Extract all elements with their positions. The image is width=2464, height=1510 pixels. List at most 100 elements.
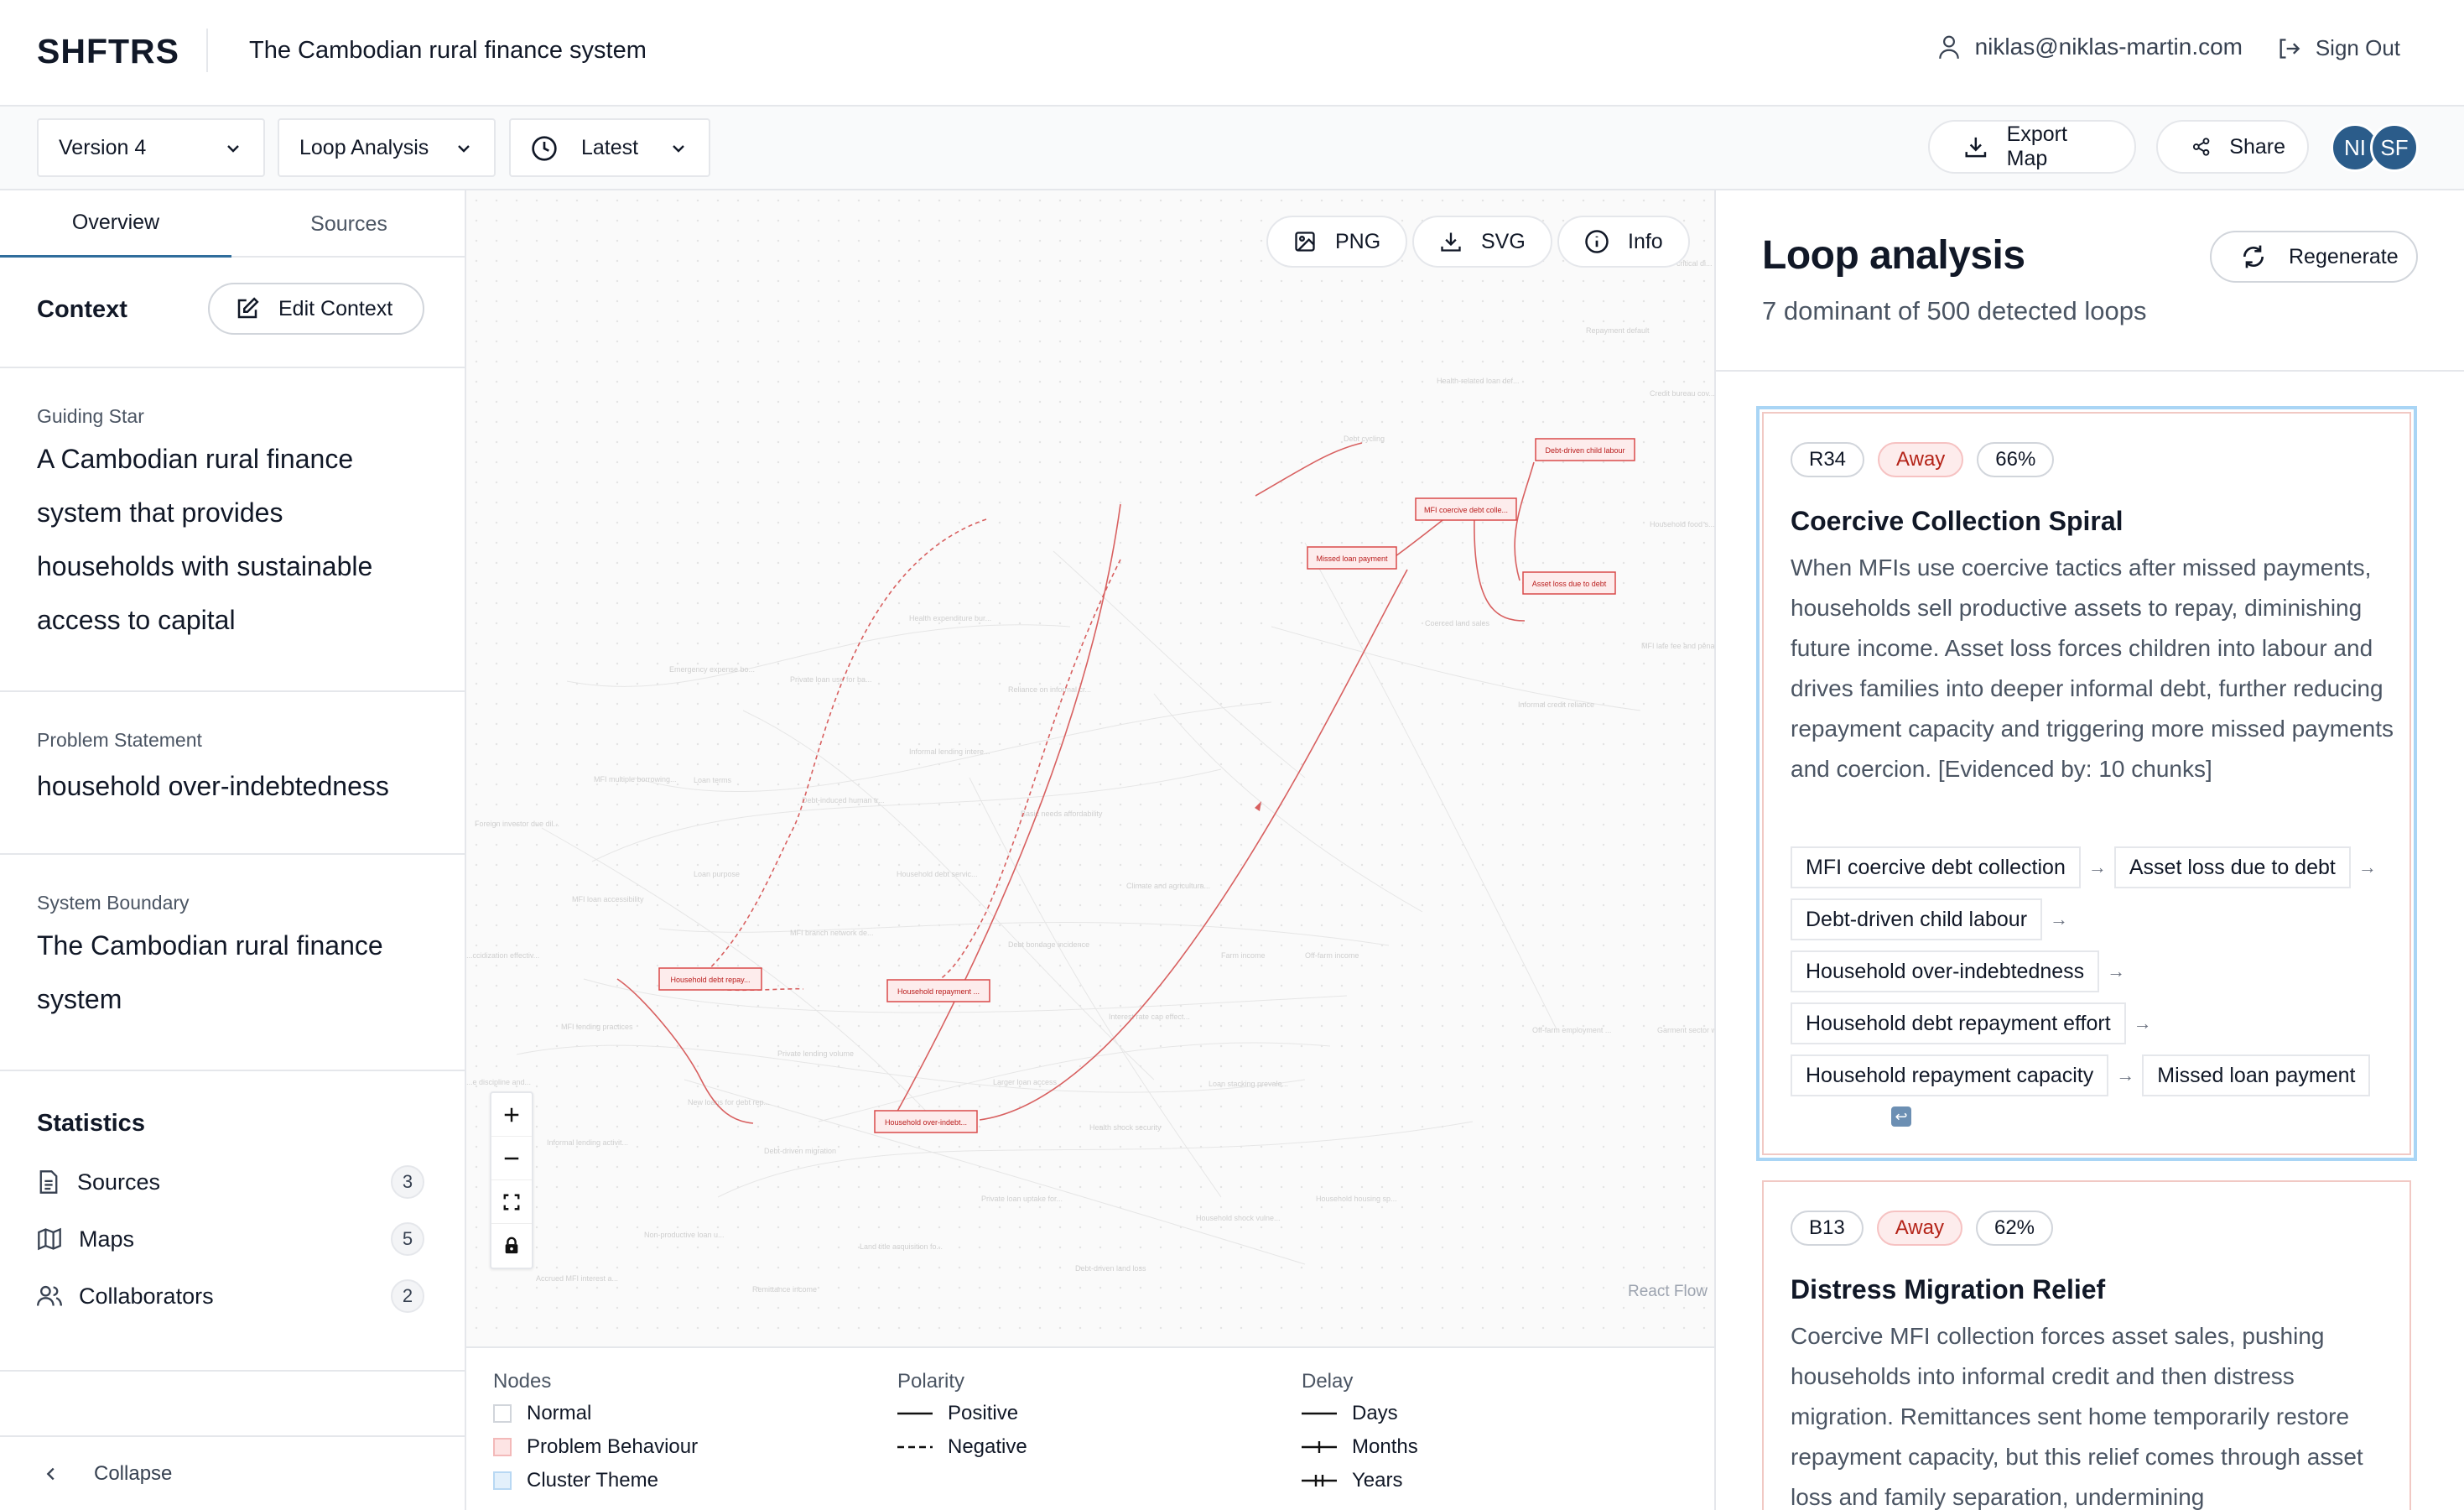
background-node-label[interactable]: Larger loan access <box>993 1078 1058 1086</box>
causal-map-canvas[interactable]: Repayment default Health-related loan def… <box>466 190 1714 1346</box>
version-select[interactable]: Version 4 <box>37 118 265 177</box>
loop-variable-chip[interactable]: MFI coercive debt collection <box>1791 846 2081 888</box>
loop-card[interactable]: B13 Away 62% Distress Migration Relief C… <box>1762 1180 2411 1510</box>
export-svg-button[interactable]: SVG <box>1412 216 1552 268</box>
background-node-label[interactable]: Garment sector w... <box>1657 1026 1714 1034</box>
background-node-label[interactable]: Off-farm income <box>1305 951 1359 960</box>
background-node-label[interactable]: Private loan uptake for... <box>981 1195 1063 1203</box>
loop-node-label: Debt-driven child labour <box>1545 446 1624 455</box>
loop-description: Coercive MFI collection forces asset sal… <box>1791 1323 2363 1510</box>
loop-node[interactable]: Missed loan payment <box>1307 546 1397 570</box>
loop-node[interactable]: Asset loss due to debt <box>1522 571 1616 595</box>
map-legend: Nodes Normal Problem Behaviour Cluster T… <box>466 1346 1714 1510</box>
export-png-button[interactable]: PNG <box>1266 216 1408 268</box>
background-node-label[interactable]: Credit bureau cov... <box>1650 389 1714 398</box>
background-node-label[interactable]: Household shock vulne... <box>1196 1214 1281 1222</box>
background-node-label[interactable]: Coerced land sales <box>1425 619 1490 627</box>
background-node-label[interactable]: New loans for debt rep... <box>688 1098 771 1106</box>
background-node-label[interactable]: Climate and agricultura... <box>1126 882 1211 890</box>
background-node-label[interactable]: Non-productive loan u... <box>644 1231 725 1239</box>
background-node-label[interactable]: Reliance on informal cr... <box>1008 685 1092 694</box>
collapse-sidebar-button[interactable]: Collapse <box>0 1435 465 1510</box>
stat-count: 5 <box>391 1222 424 1256</box>
info-button[interactable]: Info <box>1557 216 1690 268</box>
background-node-label[interactable]: Interest rate cap effect... <box>1109 1013 1190 1021</box>
loop-variable-chip[interactable]: Debt-driven child labour <box>1791 898 2043 940</box>
background-node-label[interactable]: Farm income <box>1221 951 1266 960</box>
background-node-label[interactable]: Informal credit reliance <box>1518 700 1595 709</box>
sign-out-button[interactable]: Sign Out <box>2277 35 2400 61</box>
loop-node[interactable]: MFI coercive debt colle... <box>1415 497 1517 521</box>
background-node-label[interactable]: Household housing sp... <box>1316 1195 1397 1203</box>
background-node-label[interactable]: Remittance income <box>752 1285 818 1294</box>
background-node-label[interactable]: Debt cycling <box>1344 435 1385 443</box>
loop-card[interactable]: R34 Away 66% Coercive Collection Spiral … <box>1756 406 2417 1161</box>
loop-variable-chip[interactable]: Household over-indebtedness <box>1791 950 2100 992</box>
background-node-label[interactable]: Debt-driven migration <box>764 1147 837 1155</box>
react-flow-attribution[interactable]: React Flow <box>1627 1283 1708 1300</box>
background-node-label[interactable]: Health shock security <box>1089 1123 1162 1132</box>
loop-variable-chip[interactable]: Asset loss due to debt <box>2113 846 2351 888</box>
user-account[interactable]: niklas@niklas-martin.com <box>1938 34 2243 60</box>
loop-variable-chip[interactable]: Household debt repayment effort <box>1791 1002 2126 1044</box>
stat-collaborators[interactable]: Collaborators 2 <box>37 1278 424 1315</box>
background-node-label[interactable]: Basic needs affordability <box>1021 810 1103 818</box>
background-node-label[interactable]: Health-related loan def... <box>1437 377 1520 385</box>
background-node-label[interactable]: Debt-induced human tr... <box>802 796 885 804</box>
export-map-button[interactable]: Export Map <box>1928 120 2136 174</box>
background-node-label[interactable]: Land title acquisition fo... <box>860 1242 943 1251</box>
background-node-label[interactable]: Repayment default <box>1586 326 1650 335</box>
background-node-label[interactable]: Off-farm employment ... <box>1532 1026 1612 1034</box>
loop-node[interactable]: Household repayment ... <box>886 979 990 1002</box>
loop-variable-chip[interactable]: Missed loan payment <box>2142 1054 2371 1096</box>
loop-node[interactable]: Household debt repay... <box>658 967 762 991</box>
background-node-label[interactable]: MFI late fee and penal... <box>1641 642 1714 650</box>
zoom-in-button[interactable] <box>491 1093 532 1137</box>
stat-sources[interactable]: Sources 3 <box>37 1164 424 1200</box>
background-node-label[interactable]: MFI lending practices <box>561 1023 633 1031</box>
loop-node[interactable]: Household over-indebt... <box>874 1110 978 1133</box>
stat-maps[interactable]: Maps 5 <box>37 1221 424 1257</box>
background-node-label[interactable]: Household debt servic... <box>897 870 978 878</box>
share-button[interactable]: Share <box>2156 120 2309 174</box>
tab-sources[interactable]: Sources <box>310 211 387 236</box>
background-node-label[interactable]: MFI multiple borrowing... <box>594 775 677 784</box>
background-node-label[interactable]: Informal lending intere... <box>909 747 990 756</box>
background-node-label[interactable]: Accrued MFI interest a... <box>536 1274 619 1283</box>
edit-context-button[interactable]: Edit Context <box>208 283 424 335</box>
brand-logo[interactable]: SHFTRS <box>37 32 179 70</box>
loop-id-badge: R34 <box>1791 442 1865 477</box>
time-select[interactable]: Latest <box>509 118 710 177</box>
background-node-label[interactable]: Emergency expense bo... <box>669 665 756 674</box>
background-node-label[interactable]: Debt-driven land loss <box>1075 1264 1146 1273</box>
avatar[interactable]: SF <box>2370 123 2419 172</box>
background-node-label[interactable]: ...ccidization effectiv... <box>466 951 540 960</box>
regenerate-button[interactable]: Regenerate <box>2210 231 2418 283</box>
background-node-label[interactable]: Loan purpose <box>694 870 741 878</box>
background-node-label[interactable]: Loan terms <box>694 776 732 784</box>
tab-overview[interactable]: Overview <box>0 190 231 258</box>
background-node-label[interactable]: Private loan use for ba... <box>790 675 872 684</box>
zoom-out-button[interactable] <box>491 1137 532 1180</box>
background-node-label[interactable]: Debt bondage incidence <box>1008 940 1090 949</box>
background-node-label[interactable]: ...e discipline and... <box>466 1078 532 1086</box>
analysis-select-value: Loop Analysis <box>299 135 429 159</box>
background-node-label[interactable]: ...t or critical di... <box>1657 259 1713 268</box>
arrow-right-icon: → <box>2107 961 2126 982</box>
background-node-label[interactable]: Household food s... <box>1650 520 1714 528</box>
background-node-label[interactable]: MFI loan accessibility <box>572 895 644 903</box>
user-email: niklas@niklas-martin.com <box>1974 34 2243 60</box>
background-node-label[interactable]: Informal lending activit... <box>547 1138 629 1147</box>
lock-button[interactable] <box>491 1224 532 1268</box>
legend-swatch <box>493 1438 512 1456</box>
background-node-label[interactable]: Loan stacking prevale... <box>1209 1080 1289 1088</box>
loop-node[interactable]: Debt-driven child labour <box>1535 438 1635 461</box>
fit-view-button[interactable] <box>491 1180 532 1224</box>
time-select-value: Latest <box>581 135 639 159</box>
background-node-label[interactable]: MFI branch network de... <box>790 929 874 937</box>
background-node-label[interactable]: Health expenditure bur... <box>909 614 992 622</box>
loop-variable-chip[interactable]: Household repayment capacity <box>1791 1054 2109 1096</box>
analysis-select[interactable]: Loop Analysis <box>278 118 496 177</box>
background-node-label[interactable]: Foreign investor due dil... <box>475 820 560 828</box>
background-node-label[interactable]: Private lending volume <box>777 1049 855 1058</box>
